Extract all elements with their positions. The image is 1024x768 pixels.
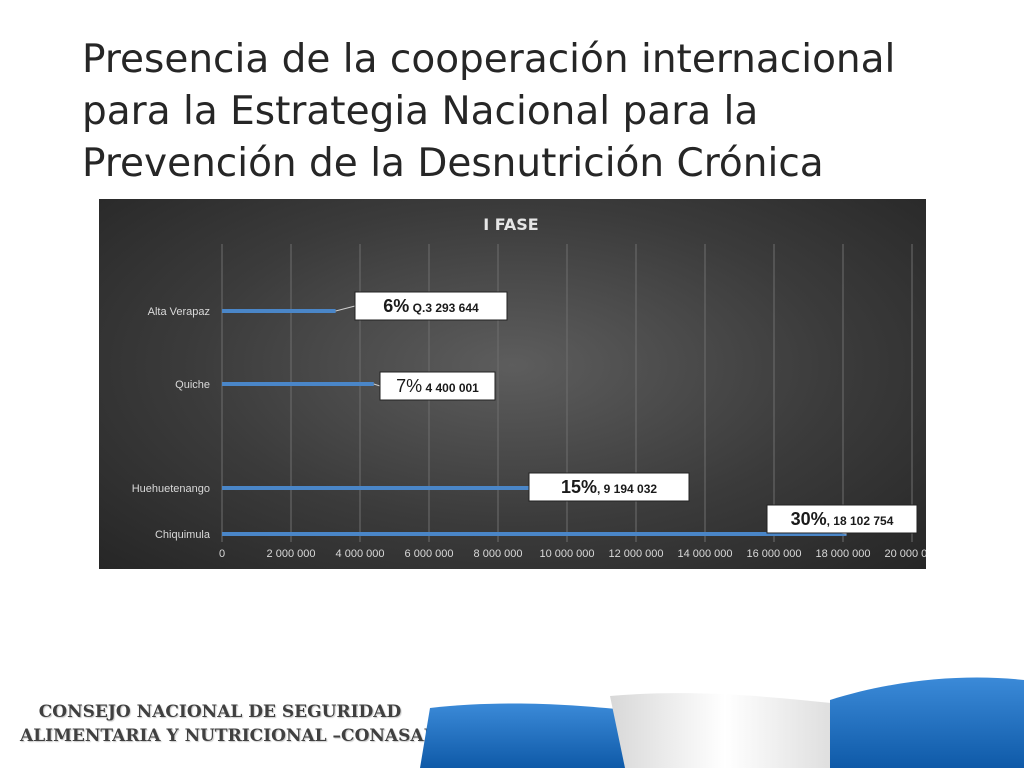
data-label-box (354, 291, 508, 321)
chart-panel: I FASE 6% Q.3 293 644 7% 4 400 001 15%, 9 … (99, 199, 926, 569)
data-labels: 6% Q.3 293 644 7% 4 400 001 15%, 9 194 032… (335, 291, 918, 535)
flag-blue-right (830, 677, 1024, 768)
x-tick-label: 18 000 000 (815, 548, 870, 560)
bars (222, 309, 847, 536)
category-label: Huehuetenango (132, 483, 210, 495)
slide-title-line-3: Prevención de la Desnutrición Crónica (82, 141, 824, 186)
footer-line-2: ALIMENTARIA Y NUTRICIONAL –CONASAN- (20, 726, 447, 746)
x-tick-label: 6 000 000 (405, 548, 454, 560)
axis-labels: 0 2 000 000 4 000 000 6 000 000 8 000 000 10 … (132, 306, 926, 560)
x-tick-label: 2 000 000 (267, 548, 316, 560)
x-tick-label: 10 000 000 (539, 548, 594, 560)
category-label: Alta Verapaz (148, 306, 210, 318)
slide-title: Presencia de la cooperación internaciona… (82, 34, 982, 190)
footer-organization: CONSEJO NACIONAL DE SEGURIDAD ALIMENTARI… (20, 700, 447, 748)
x-tick-label: 14 000 000 (677, 548, 732, 560)
bar (222, 532, 847, 536)
x-tick-label: 20 000 000 (884, 548, 926, 560)
slide-title-line-2: para la Estrategia Nacional para la (82, 89, 759, 134)
leader-line (335, 305, 356, 312)
x-tick-label: 4 000 000 (336, 548, 385, 560)
data-label-box (528, 472, 690, 502)
data-label: 30%, 18 102 754 (791, 509, 894, 529)
slide-title-line-1: Presencia de la cooperación internaciona… (82, 37, 896, 82)
footer-line-1: CONSEJO NACIONAL DE SEGURIDAD (38, 702, 402, 722)
flag-ribbon-decoration (420, 677, 1024, 768)
x-tick-label: 8 000 000 (474, 548, 523, 560)
data-label: 15%, 9 194 032 (561, 477, 657, 497)
bar (222, 309, 336, 313)
flag-blue-left (420, 703, 625, 768)
bar-chart: I FASE 6% Q.3 293 644 7% 4 400 001 15%, 9 … (132, 215, 926, 560)
bar (222, 382, 374, 386)
flag-white-center (610, 693, 840, 768)
chart-title: I FASE (483, 215, 538, 234)
data-label: 6% Q.3 293 644 (383, 296, 479, 316)
leader-line (373, 383, 381, 387)
data-label-box (379, 371, 496, 401)
x-tick-label: 16 000 000 (746, 548, 801, 560)
data-label: 7% 4 400 001 (396, 376, 479, 396)
x-tick-label: 0 (219, 548, 225, 560)
x-tick-label: 12 000 000 (608, 548, 663, 560)
category-label: Quiche (175, 379, 210, 391)
category-label: Chiquimula (155, 529, 211, 541)
data-label-box (766, 504, 918, 534)
bar (222, 486, 540, 490)
